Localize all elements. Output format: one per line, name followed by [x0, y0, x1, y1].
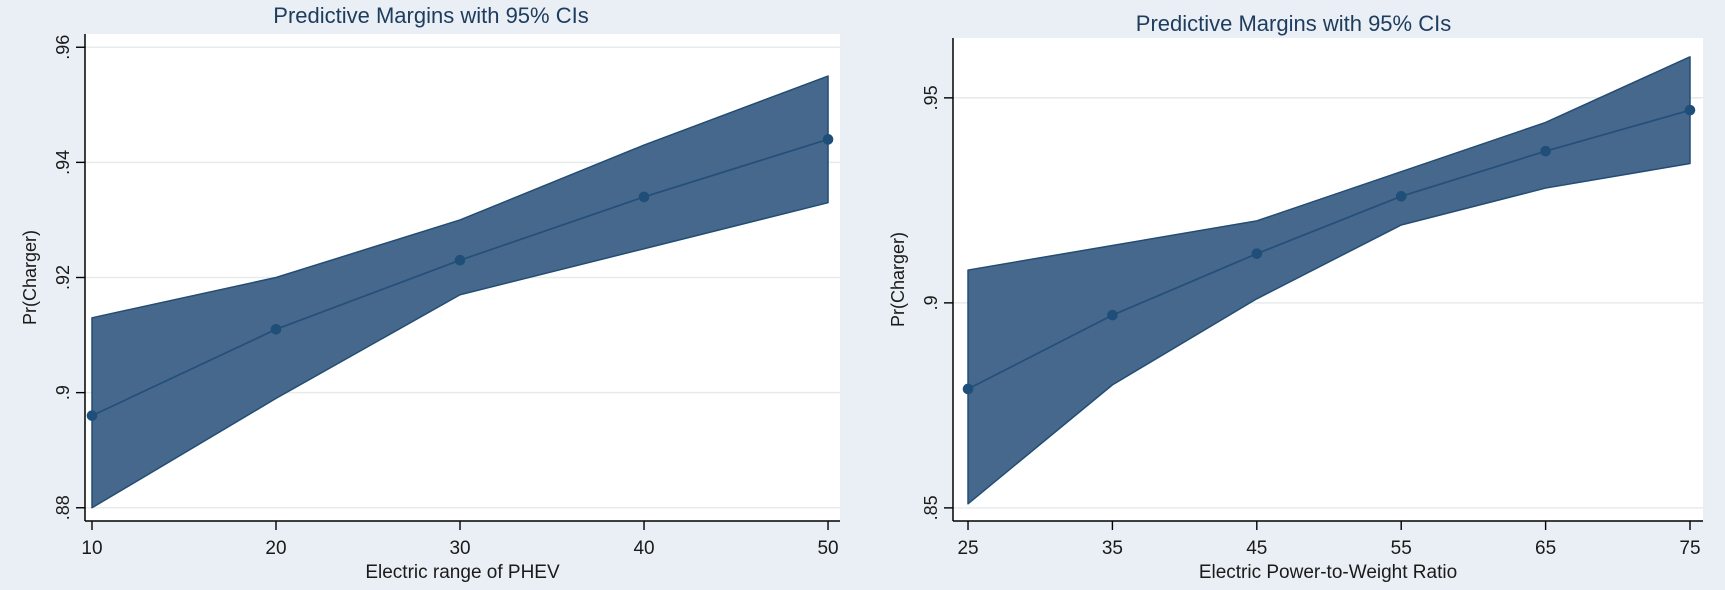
x-tick-label: 25	[957, 538, 978, 559]
x-tick-label: 10	[81, 538, 102, 559]
chart-title: Predictive Margins with 95% CIs	[273, 3, 588, 28]
y-tick-label: .92	[53, 265, 73, 290]
chart-title: Predictive Margins with 95% CIs	[1136, 11, 1451, 36]
x-tick-label: 55	[1391, 538, 1412, 559]
data-point-marker	[822, 134, 834, 145]
y-tick-label: .96	[53, 35, 73, 60]
chart-panel-right: .85 .9 .95 25 35 45 55 65 75 Pr(Charger) Electric …	[862, 0, 1725, 590]
data-point-marker	[1107, 309, 1118, 321]
x-tick-label: 75	[1679, 538, 1700, 559]
y-tick-label: .9	[921, 295, 941, 310]
x-axis-title: Electric range of PHEV	[365, 562, 560, 583]
x-axis-title: Electric Power-to-Weight Ratio	[1199, 562, 1457, 583]
y-tick-label: .85	[921, 495, 941, 520]
chart-panel-left: .88 .9 .92 .94 .96 10 20 30 40 50 Pr(Charger) Elect…	[0, 0, 862, 590]
x-tick-label: 40	[633, 538, 654, 559]
y-tick-label: .88	[53, 495, 73, 520]
data-point-marker	[638, 191, 650, 203]
data-point-marker	[962, 383, 974, 395]
y-tick-label: .9	[53, 385, 73, 400]
data-point-marker	[86, 410, 98, 421]
y-tick-label: .94	[53, 150, 73, 175]
margin-line	[967, 109, 1691, 390]
x-tick-label: 65	[1535, 538, 1556, 559]
x-tick-label: 45	[1246, 538, 1267, 559]
data-point-marker	[454, 254, 466, 266]
data-point-marker	[270, 324, 282, 335]
ci-band	[91, 75, 829, 509]
data-point-marker	[1540, 145, 1551, 157]
y-axis-title: Pr(Charger)	[888, 232, 908, 327]
data-point-marker	[1684, 104, 1696, 116]
x-tick-label: 20	[265, 538, 286, 559]
margins-plot: .85 .9 .95 25 35 45 55 65 75 Pr(Charger) Electric …	[862, 0, 1725, 590]
x-tick-label: 35	[1102, 538, 1123, 559]
data-point-marker	[1395, 190, 1407, 202]
y-tick-label: .95	[921, 85, 941, 110]
margins-plot: .88 .9 .92 .94 .96 10 20 30 40 50 Pr(Charger) Elect…	[0, 0, 862, 590]
ci-band	[967, 56, 1691, 505]
y-axis-title: Pr(Charger)	[20, 230, 40, 325]
x-tick-label: 30	[449, 538, 470, 559]
data-point-marker	[1251, 248, 1263, 259]
x-tick-label: 50	[817, 538, 838, 559]
